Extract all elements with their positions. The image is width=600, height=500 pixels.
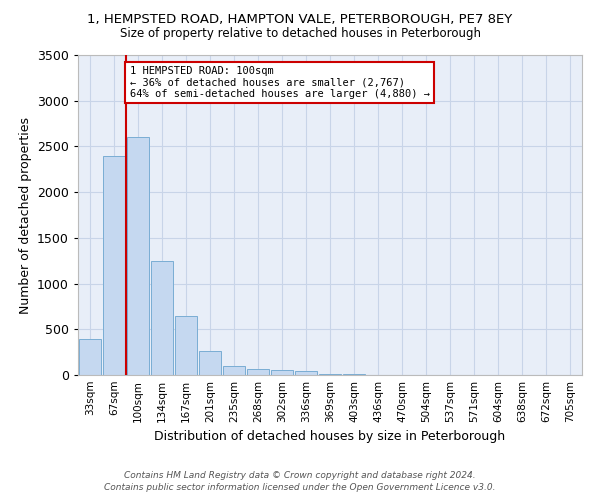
Bar (127, 138, 149, 375)
Bar (295, 371, 317, 375)
Bar (319, 374, 341, 375)
Text: 1 HEMPSTED ROAD: 100sqm
← 36% of detached houses are smaller (2,767)
64% of semi: 1 HEMPSTED ROAD: 100sqm ← 36% of detache… (130, 66, 430, 99)
Bar (247, 370, 269, 375)
Bar (223, 366, 245, 375)
Bar (151, 260, 173, 375)
Bar (175, 316, 197, 375)
Bar (343, 374, 365, 375)
X-axis label: Distribution of detached houses by size in Peterborough: Distribution of detached houses by size … (154, 430, 506, 444)
Text: 1, HEMPSTED ROAD, HAMPTON VALE, PETERBOROUGH, PE7 8EY: 1, HEMPSTED ROAD, HAMPTON VALE, PETERBOR… (88, 12, 512, 26)
Text: Size of property relative to detached houses in Peterborough: Size of property relative to detached ho… (119, 28, 481, 40)
Text: Contains HM Land Registry data © Crown copyright and database right 2024.
Contai: Contains HM Land Registry data © Crown c… (104, 471, 496, 492)
Bar (199, 351, 221, 375)
Bar (271, 370, 293, 375)
Bar (103, 156, 125, 375)
Y-axis label: Number of detached properties: Number of detached properties (19, 116, 32, 314)
Bar (79, 340, 101, 375)
